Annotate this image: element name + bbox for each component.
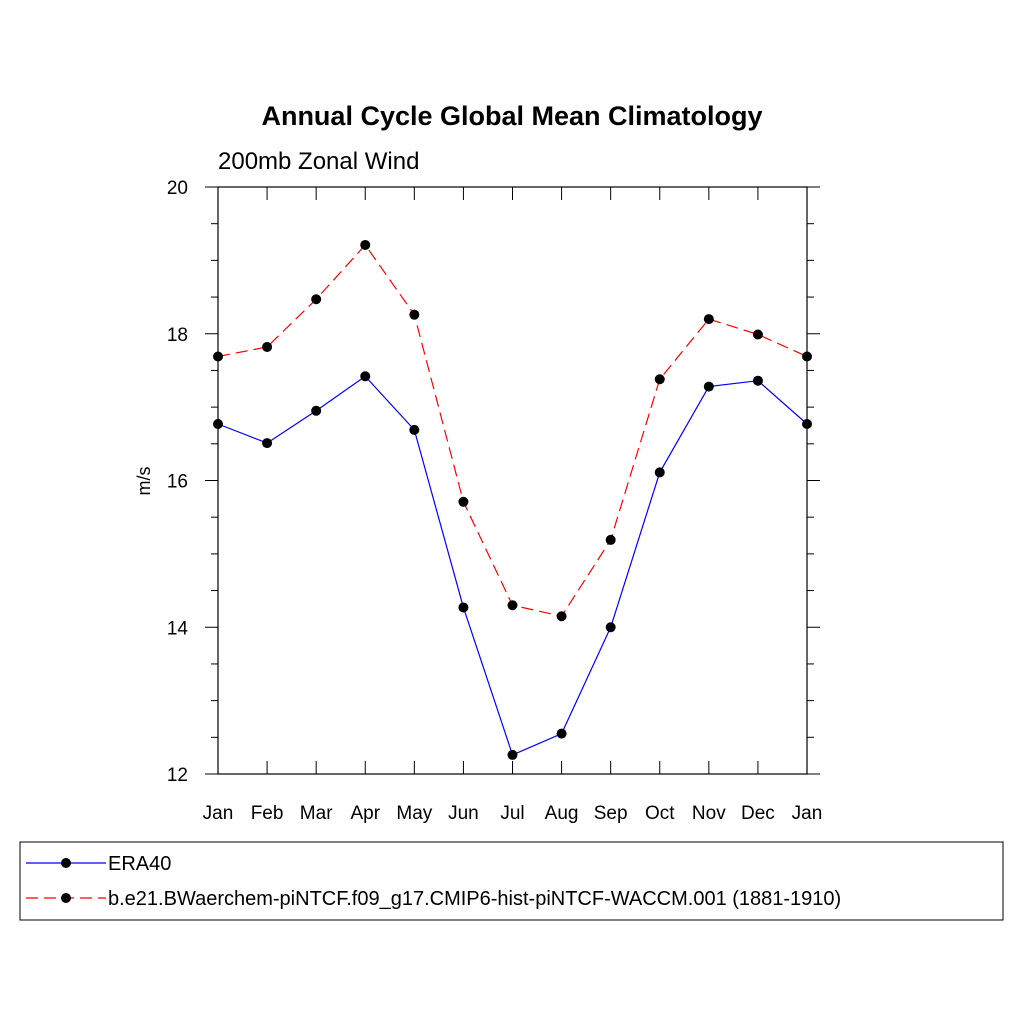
data-point [703, 314, 714, 325]
legend-box [19, 841, 1004, 921]
ticks-layer: 12 14 16 18 20 Jan Feb Mar Apr May Jun Jul Aug Sep Oct… [167, 178, 822, 824]
data-point [458, 496, 469, 507]
x-tick-label: Apr [350, 803, 380, 824]
y-tick-label: 14 [167, 618, 189, 639]
legend-label: b.e21.BWaerchem-piNTCF.f09_g17.CMIP6-his… [108, 888, 841, 910]
data-point [802, 419, 812, 430]
series-layer [213, 239, 812, 760]
data-point [213, 351, 223, 362]
x-tick-label: Aug [545, 803, 579, 824]
x-tick-label: Jul [500, 803, 524, 824]
legend-marker [61, 858, 71, 868]
series-0 [213, 371, 812, 760]
series-line [217, 375, 808, 756]
x-tick-label: Feb [251, 803, 284, 824]
data-point [311, 294, 322, 305]
data-point [360, 371, 371, 382]
legend-label: ERA40 [108, 853, 171, 875]
data-point [213, 419, 223, 430]
x-tick-label: Jan [792, 803, 823, 824]
x-tick-label: Sep [594, 803, 628, 824]
data-point [703, 381, 714, 392]
y-tick-label: 20 [167, 178, 188, 199]
data-point [458, 602, 469, 613]
x-tick-label: Jun [448, 803, 479, 824]
x-tick-label: Nov [692, 803, 726, 824]
data-point [507, 749, 518, 760]
data-point [556, 728, 567, 739]
data-point [654, 467, 665, 478]
data-point [262, 341, 273, 352]
data-point [409, 424, 420, 435]
chart-title: Annual Cycle Global Mean Climatology [261, 101, 762, 131]
data-point [605, 622, 616, 633]
y-axis-label: m/s [134, 467, 154, 496]
data-point [752, 329, 763, 340]
data-point [556, 611, 567, 622]
data-point [262, 438, 273, 449]
chart-subtitle: 200mb Zonal Wind [218, 148, 419, 175]
x-tick-label: Jan [203, 803, 234, 824]
x-tick-label: Dec [741, 803, 775, 824]
series-line [217, 244, 808, 617]
plot-area [217, 186, 808, 775]
legend: ERA40 b.e21.BWaerchem-piNTCF.f09_g17.CMIP… [26, 853, 841, 910]
data-point [605, 534, 616, 545]
data-point [507, 600, 518, 611]
data-point [654, 374, 665, 385]
series-1 [213, 239, 812, 622]
y-tick-label: 16 [167, 472, 188, 493]
data-point [311, 405, 322, 416]
x-tick-label: Mar [300, 803, 333, 824]
x-tick-label: May [396, 803, 432, 824]
data-point [409, 309, 420, 320]
data-point [802, 351, 812, 362]
y-tick-label: 12 [167, 765, 188, 786]
y-tick-label: 18 [167, 325, 188, 346]
data-point [360, 239, 371, 250]
x-tick-label: Oct [645, 803, 675, 824]
legend-marker [61, 893, 71, 903]
data-point [752, 375, 763, 386]
